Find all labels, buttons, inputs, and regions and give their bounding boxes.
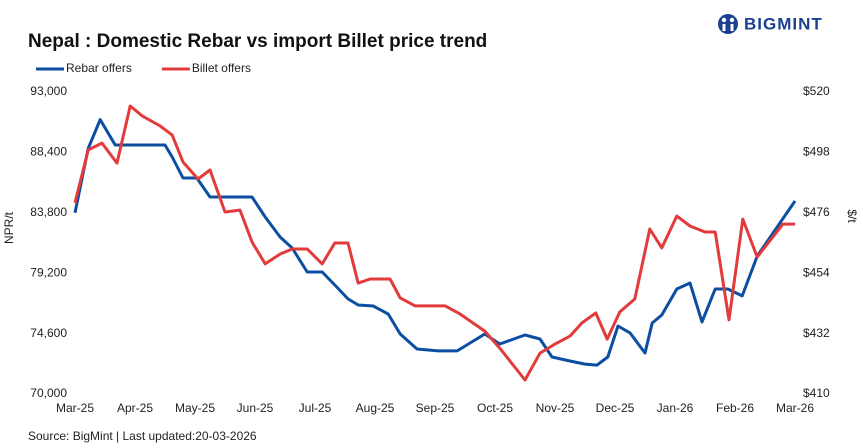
y2-tick-label: $520 xyxy=(803,84,830,98)
y2-tick-label: $498 xyxy=(803,145,830,159)
y2-tick-label: $476 xyxy=(803,205,830,219)
x-tick-label: Mar-26 xyxy=(776,401,814,415)
y-tick-label: 93,000 xyxy=(30,84,67,98)
y-tick-label: 88,400 xyxy=(30,145,67,159)
series-line xyxy=(73,104,795,382)
y2-tick-label: $432 xyxy=(803,326,830,340)
source-note: Source: BigMint | Last updated:20-03-202… xyxy=(28,429,257,443)
x-tick-label: Oct-25 xyxy=(477,401,513,415)
y-tick-label: 83,800 xyxy=(30,205,67,219)
brand-name: BIGMINT xyxy=(744,14,823,33)
legend-label: Rebar offers xyxy=(66,61,132,75)
x-tick-label: Nov-25 xyxy=(536,401,575,415)
y-tick-label: 70,000 xyxy=(30,386,67,400)
x-tick-label: Jan-26 xyxy=(657,401,694,415)
x-tick-label: Sep-25 xyxy=(416,401,455,415)
x-tick-label: Apr-25 xyxy=(117,401,153,415)
legend-label: Billet offers xyxy=(192,61,251,75)
y-tick-label: 79,200 xyxy=(30,265,67,279)
y-axis-title: NPR/t xyxy=(2,211,16,244)
x-tick-label: Dec-25 xyxy=(596,401,635,415)
y-tick-label: 74,600 xyxy=(30,326,67,340)
x-tick-label: Jun-25 xyxy=(237,401,274,415)
x-tick-label: Mar-25 xyxy=(56,401,94,415)
y2-tick-label: $410 xyxy=(803,386,830,400)
x-tick-label: Aug-25 xyxy=(356,401,395,415)
y2-axis-title: $/t xyxy=(845,209,859,223)
x-tick-label: Jul-25 xyxy=(299,401,332,415)
x-tick-label: May-25 xyxy=(175,401,215,415)
chart-title: Nepal : Domestic Rebar vs import Billet … xyxy=(28,31,487,52)
series-line xyxy=(73,118,797,367)
x-tick-label: Feb-26 xyxy=(716,401,754,415)
y2-tick-label: $454 xyxy=(803,265,830,279)
brand-logo: BIGMINT xyxy=(718,14,823,34)
